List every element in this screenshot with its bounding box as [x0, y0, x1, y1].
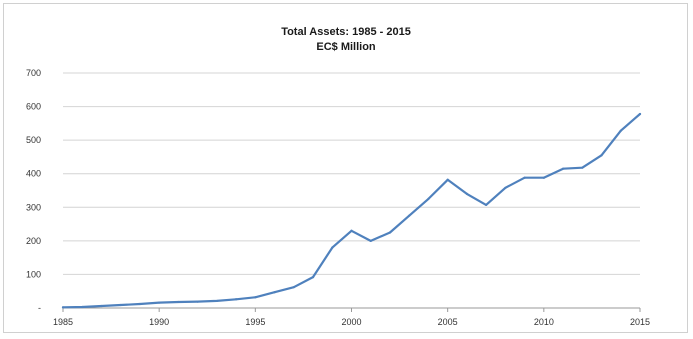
data-point	[158, 301, 161, 304]
data-point	[254, 296, 257, 299]
data-point	[81, 305, 84, 309]
data-point	[561, 167, 565, 170]
data-point	[619, 129, 622, 132]
x-tick-label: 2010	[534, 317, 554, 327]
y-tick-label: -	[38, 303, 41, 313]
data-point	[446, 178, 449, 181]
data-point	[177, 300, 180, 304]
series-line	[61, 112, 642, 309]
grid-lines	[63, 72, 640, 275]
y-tick-label: 200	[26, 236, 41, 246]
data-point	[388, 231, 392, 234]
y-tick-labels: - 100 200 300 400 500 600 700	[26, 68, 41, 313]
y-tick-label: 100	[26, 269, 41, 279]
data-point	[331, 246, 334, 249]
data-point	[196, 300, 199, 303]
data-point	[215, 299, 218, 303]
x-tick-label: 2005	[438, 317, 458, 327]
data-point	[485, 203, 488, 207]
data-point	[542, 176, 545, 179]
data-point	[638, 112, 642, 116]
x-tick-labels: 1985 1990 1995 2000 2005 2010 2015	[53, 317, 650, 327]
chart-subtitle: EC$ Million	[316, 41, 376, 53]
data-point	[273, 291, 276, 294]
data-point	[138, 302, 142, 306]
y-tick-label: 600	[26, 102, 41, 112]
data-point	[350, 229, 353, 232]
data-point	[581, 166, 584, 169]
chart-title: Total Assets: 1985 - 2015	[281, 26, 411, 38]
x-tick-label: 2015	[630, 317, 650, 327]
y-tick-label: 700	[26, 68, 41, 78]
data-point	[311, 276, 315, 279]
data-point	[408, 214, 411, 217]
x-tick-label: 1985	[53, 317, 73, 327]
data-point	[427, 197, 430, 200]
data-point	[504, 186, 507, 189]
x-tick-label: 1990	[149, 317, 169, 327]
y-tick-label: 300	[26, 202, 41, 212]
data-point	[369, 239, 372, 242]
y-tick-label: 500	[26, 135, 41, 145]
data-point	[235, 298, 238, 301]
x-tick-label: 2000	[341, 317, 361, 327]
series-layer	[61, 112, 642, 309]
data-point	[292, 286, 295, 289]
x-tick-label: 1995	[245, 317, 265, 327]
data-point	[600, 154, 603, 157]
data-point	[465, 192, 468, 195]
chart-border	[3, 3, 688, 333]
data-point	[523, 176, 526, 179]
axes	[62, 307, 641, 312]
data-point	[100, 304, 103, 308]
data-point	[61, 306, 65, 309]
data-point	[119, 303, 122, 307]
y-tick-label: 400	[26, 169, 41, 179]
